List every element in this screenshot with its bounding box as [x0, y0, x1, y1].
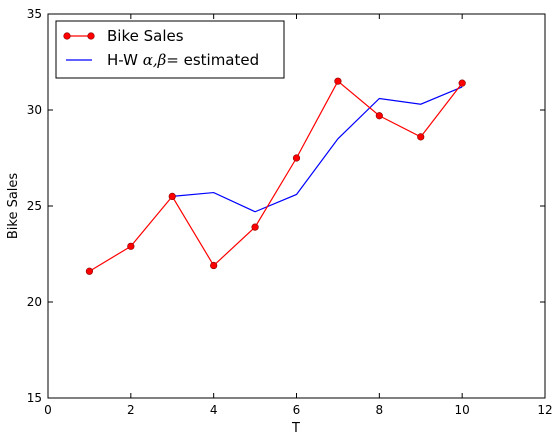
legend-label-hw-math: α,β=	[143, 51, 179, 69]
y-axis-label: Bike Sales	[6, 173, 21, 240]
y-tick-label: 25	[27, 199, 42, 213]
y-tick-label: 35	[27, 7, 42, 21]
x-tick-label: 6	[293, 403, 301, 417]
data-point-bike-sales	[169, 193, 176, 200]
data-point-bike-sales	[128, 243, 135, 250]
x-tick-label: 12	[537, 403, 552, 417]
x-tick-label: 8	[376, 403, 384, 417]
data-point-bike-sales	[293, 155, 300, 162]
legend-label-hw-suffix: estimated	[179, 51, 259, 69]
legend-label-hw-prefix: H-W	[107, 51, 143, 69]
series-line-hw-estimated	[172, 87, 462, 212]
plot-area	[86, 78, 465, 275]
y-tick-label: 30	[27, 103, 42, 117]
y-tick-label: 15	[27, 391, 42, 405]
x-axis-label: T	[291, 421, 300, 436]
legend-label-bike-sales: Bike Sales	[107, 27, 184, 45]
data-point-bike-sales	[210, 262, 217, 269]
x-tick-label: 2	[127, 403, 135, 417]
series-line-bike-sales	[89, 81, 462, 271]
data-point-bike-sales	[86, 268, 93, 275]
x-tick-label: 4	[210, 403, 218, 417]
data-point-bike-sales	[459, 80, 466, 87]
y-tick-label: 20	[27, 295, 42, 309]
x-tick-label: 10	[455, 403, 470, 417]
x-tick-label: 0	[44, 403, 52, 417]
data-point-bike-sales	[252, 224, 259, 231]
legend-label-hw-estimated: H-W α,β= estimated	[107, 51, 259, 69]
legend-marker-bike-sales	[88, 33, 95, 40]
legend: Bike Sales H-W α,β= estimated	[56, 21, 284, 78]
data-point-bike-sales	[335, 78, 342, 85]
legend-marker-bike-sales	[64, 33, 71, 40]
data-point-bike-sales	[417, 134, 424, 141]
data-point-bike-sales	[376, 112, 383, 119]
